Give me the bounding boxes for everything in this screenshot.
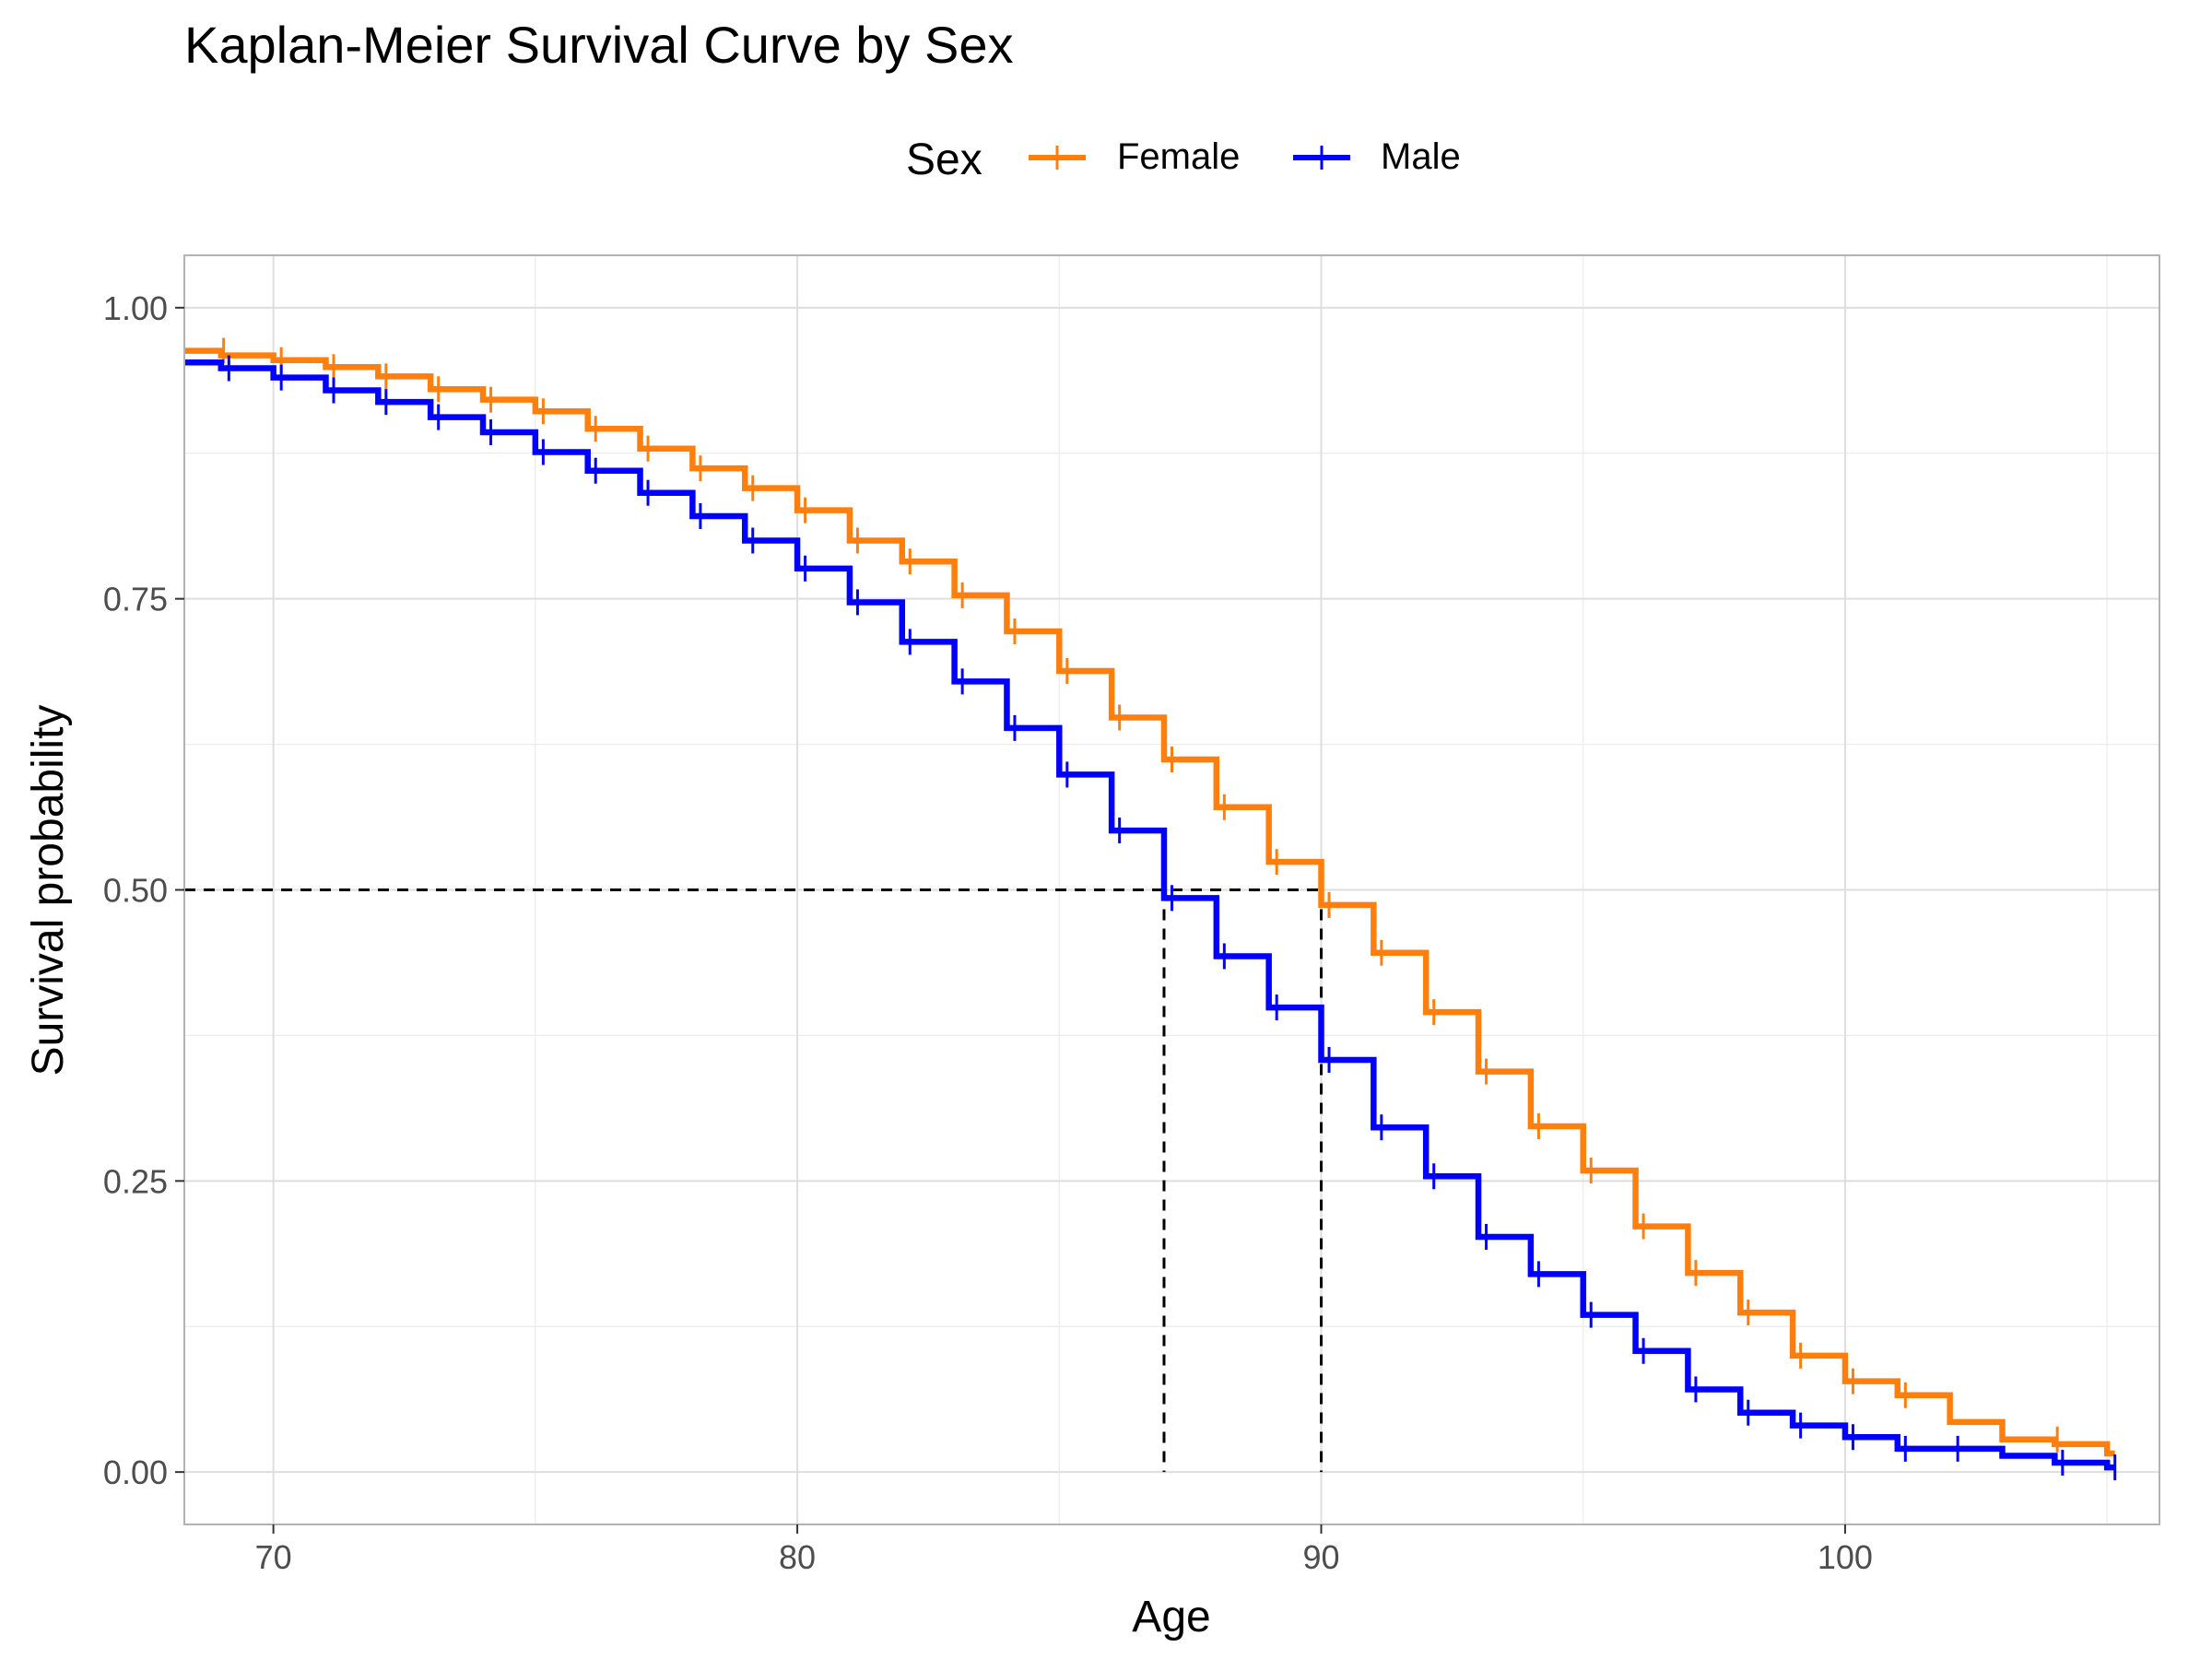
x-tick-label: 90 bbox=[1302, 1538, 1339, 1576]
x-axis-label: Age bbox=[1132, 1593, 1210, 1641]
series-male bbox=[184, 355, 2117, 1481]
y-tick-label: 0.50 bbox=[103, 872, 168, 910]
legend-label-female: Female bbox=[1117, 136, 1240, 177]
y-tick-label: 1.00 bbox=[103, 289, 168, 327]
legend-key-male bbox=[1293, 146, 1350, 170]
y-tick-label: 0.75 bbox=[103, 581, 168, 618]
series-female bbox=[184, 337, 2115, 1457]
y-tick-label: 0.25 bbox=[103, 1162, 168, 1200]
y-axis-label: Survival probability bbox=[24, 705, 73, 1077]
legend-label-male: Male bbox=[1381, 136, 1461, 177]
axes: 0.00 0.25 0.50 0.75 1.00 70 80 90 100 bbox=[103, 289, 1873, 1576]
legend-key-female bbox=[1029, 146, 1086, 170]
series bbox=[184, 337, 2117, 1481]
x-tick-label: 100 bbox=[1818, 1538, 1873, 1576]
y-tick-label: 0.00 bbox=[103, 1453, 168, 1491]
legend: Sex Female Male bbox=[906, 135, 1461, 184]
median-reference-lines bbox=[184, 888, 1324, 1473]
chart-title: Kaplan-Meier Survival Curve by Sex bbox=[184, 16, 1013, 74]
x-tick-label: 70 bbox=[255, 1538, 292, 1576]
x-tick-label: 80 bbox=[779, 1538, 816, 1576]
legend-title: Sex bbox=[906, 135, 982, 184]
survival-curve-female bbox=[184, 347, 2115, 1457]
